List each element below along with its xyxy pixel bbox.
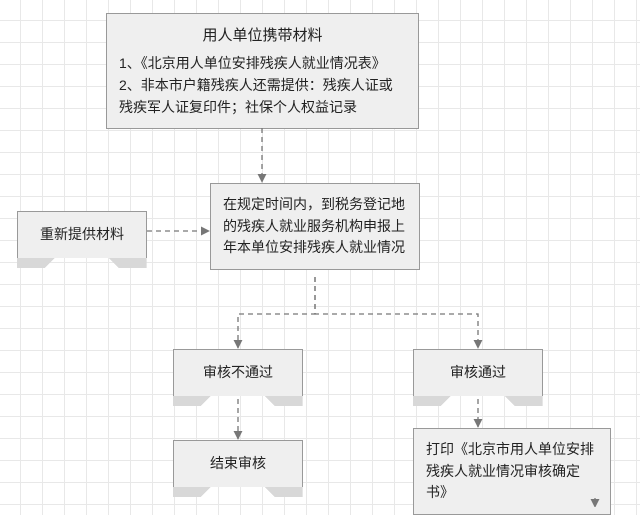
node-fail-label: 审核不通过 xyxy=(203,364,273,380)
node-end-fail-label: 结束审核 xyxy=(210,455,266,471)
node-resubmit-label: 重新提供材料 xyxy=(40,226,124,242)
node-print-label: 打印《北京市用人单位安排残疾人就业情况审核确定书》 xyxy=(426,441,594,500)
node-submit: 在规定时间内，到税务登记地的残疾人就业服务机构申报上年本单位安排残疾人就业情况 xyxy=(210,183,420,270)
node-fail: 审核不通过 xyxy=(173,349,303,396)
node-submit-label: 在规定时间内，到税务登记地的残疾人就业服务机构申报上年本单位安排残疾人就业情况 xyxy=(223,196,405,255)
node-pass-label: 审核通过 xyxy=(450,364,506,380)
node-print: 打印《北京市用人单位安排残疾人就业情况审核确定书》 xyxy=(413,428,611,515)
node-end-fail: 结束审核 xyxy=(173,440,303,487)
edge-submit-pass xyxy=(315,277,478,348)
node-pass: 审核通过 xyxy=(413,349,543,396)
node-start-body: 1、《北京用人单位安排残疾人就业情况表》 2、非本市户籍残疾人还需提供：残疾人证… xyxy=(119,53,406,118)
edge-submit-fail xyxy=(238,277,315,348)
node-start-title: 用人单位携带材料 xyxy=(119,24,406,47)
node-resubmit: 重新提供材料 xyxy=(17,211,147,258)
node-start: 用人单位携带材料 1、《北京用人单位安排残疾人就业情况表》 2、非本市户籍残疾人… xyxy=(106,13,419,129)
